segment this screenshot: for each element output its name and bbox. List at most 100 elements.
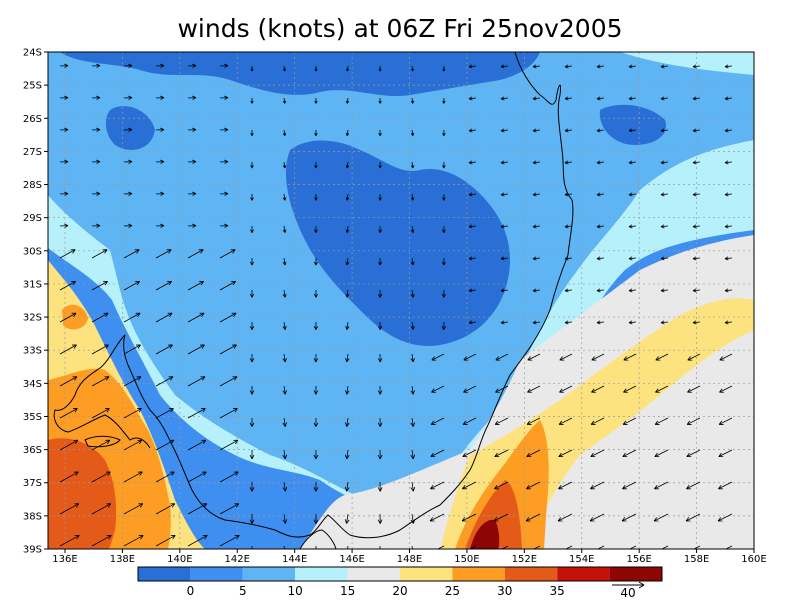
wind-vector [564, 320, 573, 325]
wind-vector [249, 321, 255, 330]
wind-vector [155, 408, 174, 419]
wind-vector [692, 128, 701, 133]
lat-label-27s: 27S [23, 147, 42, 158]
wind-vector [469, 545, 477, 549]
wind-vector [596, 160, 605, 165]
wind-vector [724, 288, 733, 293]
wind-vector [91, 127, 101, 132]
wind-vector [532, 320, 541, 325]
wind-vector [718, 481, 733, 490]
wind-vector [628, 288, 637, 293]
wind-vector [283, 545, 285, 549]
wind-vector [660, 192, 669, 197]
wind-vector [282, 481, 288, 492]
wind-vector [346, 65, 350, 72]
wind-vector [468, 192, 477, 197]
wind-vector [378, 321, 383, 330]
wind-vector [564, 160, 573, 165]
wind-vector [314, 65, 318, 72]
wind-vector [91, 223, 101, 228]
wind-vector [155, 471, 175, 483]
wind-vector [660, 96, 669, 101]
wind-vector [692, 224, 701, 229]
wind-vector [219, 376, 238, 387]
wind-vector [187, 344, 205, 355]
wind-vectors [59, 63, 733, 549]
wind-vector [250, 225, 254, 233]
wind-vector [219, 249, 236, 259]
wind-vector [622, 417, 637, 425]
wind-vector [59, 535, 80, 547]
wind-vector [430, 449, 445, 458]
wind-vector [660, 256, 669, 261]
wind-vector [378, 225, 382, 233]
wind-vector [155, 223, 165, 228]
wind-vector [532, 96, 541, 101]
wind-vector [564, 64, 573, 69]
wind-vector [219, 159, 229, 164]
wind-vector [557, 513, 573, 522]
wind-vector [378, 97, 382, 104]
wind-vector [410, 417, 416, 427]
wind-vector [719, 353, 733, 361]
wind-vector [219, 312, 237, 323]
wind-vector [692, 320, 701, 325]
wind-vector [468, 128, 477, 133]
wind-vector [91, 535, 112, 547]
wind-vector [219, 191, 229, 196]
wind-vector [558, 417, 573, 425]
wind-vector [91, 63, 101, 68]
wind-vector [500, 96, 509, 101]
wind-vector [282, 513, 288, 524]
wind-vector [282, 161, 287, 169]
wind-vector [187, 471, 207, 483]
wind-vector [250, 289, 255, 298]
wind-vector [654, 481, 669, 490]
wind-vector [526, 449, 541, 458]
wind-vector [596, 96, 605, 101]
colorbar-swatch [347, 567, 400, 581]
wind-vector [155, 439, 175, 451]
wind-vector [187, 249, 204, 259]
wind-vector [155, 127, 165, 132]
wind-vector [344, 513, 350, 524]
wind-vector [91, 281, 108, 291]
wind-vector [718, 417, 733, 425]
wind-vector [565, 545, 573, 549]
wind-vector [187, 439, 207, 451]
wind-vector [468, 224, 477, 229]
colorbar-swatch [452, 567, 505, 581]
wind-vector [589, 513, 605, 522]
wind-vector [187, 408, 206, 419]
shade-35-40-west [48, 438, 117, 549]
wind-vector [282, 417, 288, 427]
wind-vector [313, 385, 319, 395]
wind-vector [494, 449, 509, 458]
wind-vector [462, 481, 477, 490]
wind-vector [532, 288, 541, 293]
wind-vector [628, 192, 637, 197]
lon-label-160e: 160E [741, 554, 766, 565]
wind-vector [660, 128, 669, 133]
colorbar-label: 0 [187, 584, 195, 598]
wind-vector [442, 225, 446, 233]
wind-vector [590, 417, 605, 425]
wind-vector [187, 376, 206, 387]
wind-vector [250, 161, 254, 169]
wind-vector [660, 160, 669, 165]
wind-vector [345, 225, 350, 233]
wind-vector [219, 281, 236, 291]
wind-vector [345, 257, 350, 266]
coastline-east [123, 52, 574, 539]
wind-vector [431, 353, 445, 361]
wind-vector [345, 289, 350, 298]
lat-label-24s: 24S [23, 48, 42, 59]
wind-vector [91, 439, 111, 451]
wind-vector [410, 193, 415, 201]
wind-vector [123, 439, 143, 451]
wind-vector [410, 129, 415, 136]
wind-vector [724, 320, 733, 325]
wind-vector [187, 312, 205, 323]
wind-vector [313, 257, 318, 266]
wind-vector [500, 64, 509, 69]
